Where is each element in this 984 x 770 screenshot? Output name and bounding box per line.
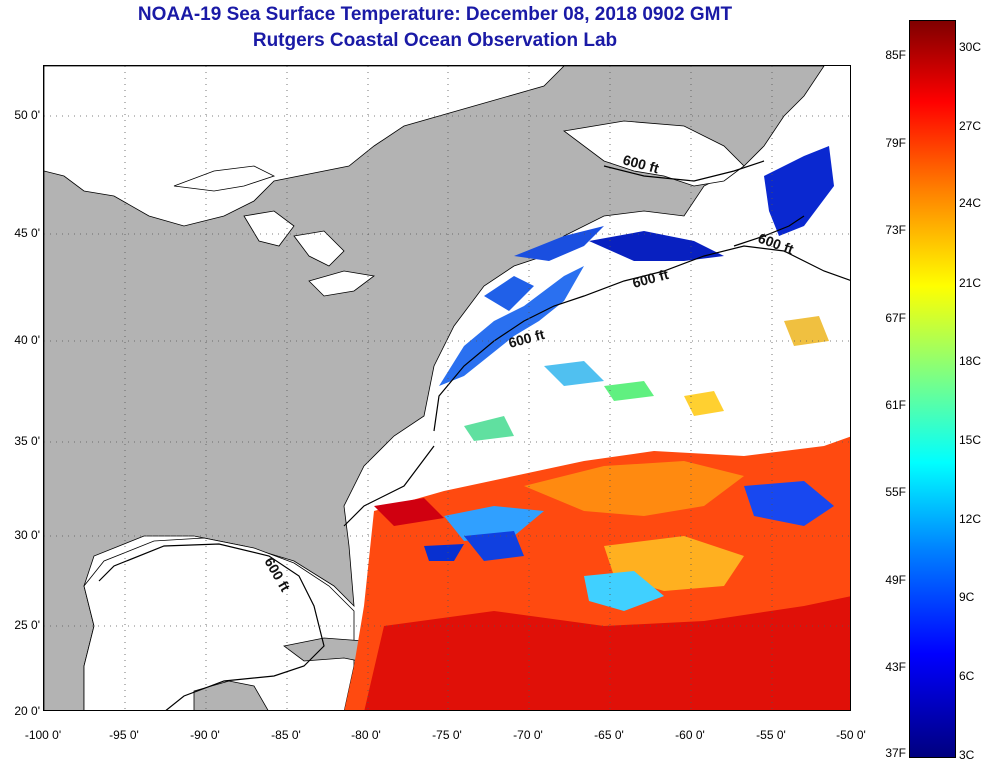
lat-tick-label: 25 0' xyxy=(14,618,40,632)
lat-tick-label: 45 0' xyxy=(14,226,40,240)
lon-tick-label: -100 0' xyxy=(24,728,62,742)
lon-tick-label: -55 0' xyxy=(756,728,786,742)
colorbar-f-label: 73F xyxy=(885,223,906,237)
sst-overlay xyxy=(344,316,850,710)
colorbar-c-label: 6C xyxy=(959,669,975,683)
lon-tick-label: -50 0' xyxy=(836,728,866,742)
colorbar-f-label: 67F xyxy=(885,311,906,325)
contour-label: 600 ft xyxy=(631,266,671,291)
gulf-st-lawrence xyxy=(563,120,745,187)
lon-tick-label: -65 0' xyxy=(594,728,624,742)
colorbar-c-label: 15C xyxy=(959,433,982,447)
lon-tick-label: -95 0' xyxy=(109,728,139,742)
colorbar-c-label: 12C xyxy=(959,512,982,526)
colorbar-f-label: 61F xyxy=(885,398,906,412)
colorbar-c-label: 30C xyxy=(959,40,982,54)
great-lakes xyxy=(173,165,375,297)
colorbar-f-label: 55F xyxy=(885,485,906,499)
lon-tick-label: -80 0' xyxy=(351,728,381,742)
colorbar-f-label: 49F xyxy=(885,573,906,587)
colorbar-c-label: 18C xyxy=(959,354,982,368)
lat-tick-label: 50 0' xyxy=(14,108,40,122)
sst-map-canvas[interactable]: 600 ft 600 ft 600 ft 600 ft 600 ft xyxy=(44,66,851,711)
sst-map[interactable]: 600 ft 600 ft 600 ft 600 ft 600 ft xyxy=(43,65,851,711)
lat-tick-label: 30 0' xyxy=(14,528,40,542)
colorbar-c-label: 27C xyxy=(959,119,982,133)
colorbar-c-label: 24C xyxy=(959,196,982,210)
lat-tick-label: 35 0' xyxy=(14,434,40,448)
colorbar-f-label: 43F xyxy=(885,660,906,674)
contour-lines xyxy=(98,160,850,710)
map-subtitle: Rutgers Coastal Ocean Observation Lab xyxy=(252,30,618,51)
map-title: NOAA-19 Sea Surface Temperature: Decembe… xyxy=(137,4,733,25)
lon-tick-label: -85 0' xyxy=(271,728,301,742)
colorbar-f-label: 37F xyxy=(885,746,906,760)
lon-tick-label: -90 0' xyxy=(190,728,220,742)
lon-tick-label: -75 0' xyxy=(432,728,462,742)
lon-tick-label: -60 0' xyxy=(675,728,705,742)
yucatan-land xyxy=(193,680,269,710)
colorbar-f-label: 79F xyxy=(885,136,906,150)
temperature-colorbar xyxy=(909,20,956,758)
lon-tick-label: -70 0' xyxy=(513,728,543,742)
lat-tick-label: 20 0' xyxy=(14,704,40,718)
colorbar-f-label: 85F xyxy=(885,48,906,62)
colorbar-c-label: 21C xyxy=(959,276,982,290)
colorbar-c-label: 9C xyxy=(959,590,975,604)
lat-tick-label: 40 0' xyxy=(14,333,40,347)
colorbar-c-label: 3C xyxy=(959,748,975,762)
